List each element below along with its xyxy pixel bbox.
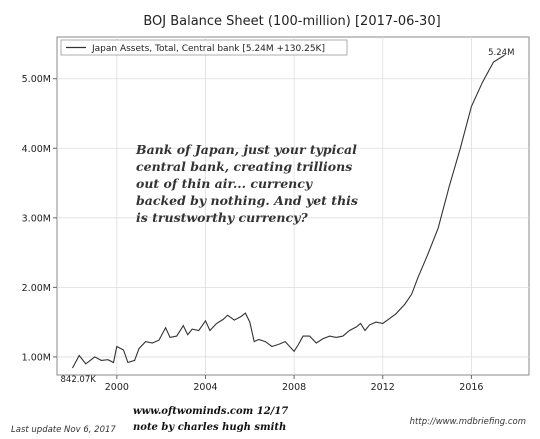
- end-value-label: 5.24M: [488, 48, 514, 58]
- commentary-text: Bank of Japan, just your typical central…: [135, 142, 358, 225]
- x-tick-label: 2016: [459, 382, 483, 393]
- commentary-line: Bank of Japan, just your typical: [135, 142, 357, 157]
- x-tick-label: 2004: [193, 382, 217, 393]
- commentary-line: is trustworthy currency?: [136, 210, 308, 225]
- legend: Japan Assets, Total, Central bank [5.24M…: [60, 39, 348, 56]
- author-note: note by charles hugh smith: [133, 422, 286, 433]
- last-update-text: Last update Nov 6, 2017: [11, 425, 116, 435]
- commentary-line: backed by nothing. And yet this: [136, 193, 358, 208]
- legend-entry: Japan Assets, Total, Central bank [5.24M…: [91, 44, 325, 54]
- series-line-japan-assets: [72, 54, 505, 369]
- y-tick-label: 3.00M: [22, 213, 51, 224]
- x-tick-label: 2012: [371, 382, 395, 393]
- y-tick-label: 4.00M: [22, 144, 51, 155]
- y-tick-label: 2.00M: [22, 283, 51, 294]
- axis-ticks: 2000 2004 2008 2012 2016 1.00M 2.00M 3.00M 4.00M…: [22, 74, 484, 393]
- x-tick-label: 2008: [282, 382, 306, 393]
- x-tick-label: 2000: [105, 382, 129, 393]
- site-watermark: www.oftwominds.com 12/17: [133, 406, 288, 417]
- y-tick-label: 5.00M: [22, 74, 51, 85]
- plot-area: [56, 36, 530, 376]
- source-url: http://www.mdbriefing.com: [410, 417, 526, 427]
- legend-box: [60, 39, 348, 56]
- chart-title: BOJ Balance Sheet (100-million) [2017-06…: [143, 14, 440, 29]
- y-tick-label: 1.00M: [22, 352, 51, 363]
- start-value-label: 842.07K: [61, 375, 97, 385]
- commentary-line: out of thin air... currency: [136, 176, 313, 191]
- commentary-line: central bank, creating trillions: [136, 159, 352, 174]
- grid: [57, 37, 529, 375]
